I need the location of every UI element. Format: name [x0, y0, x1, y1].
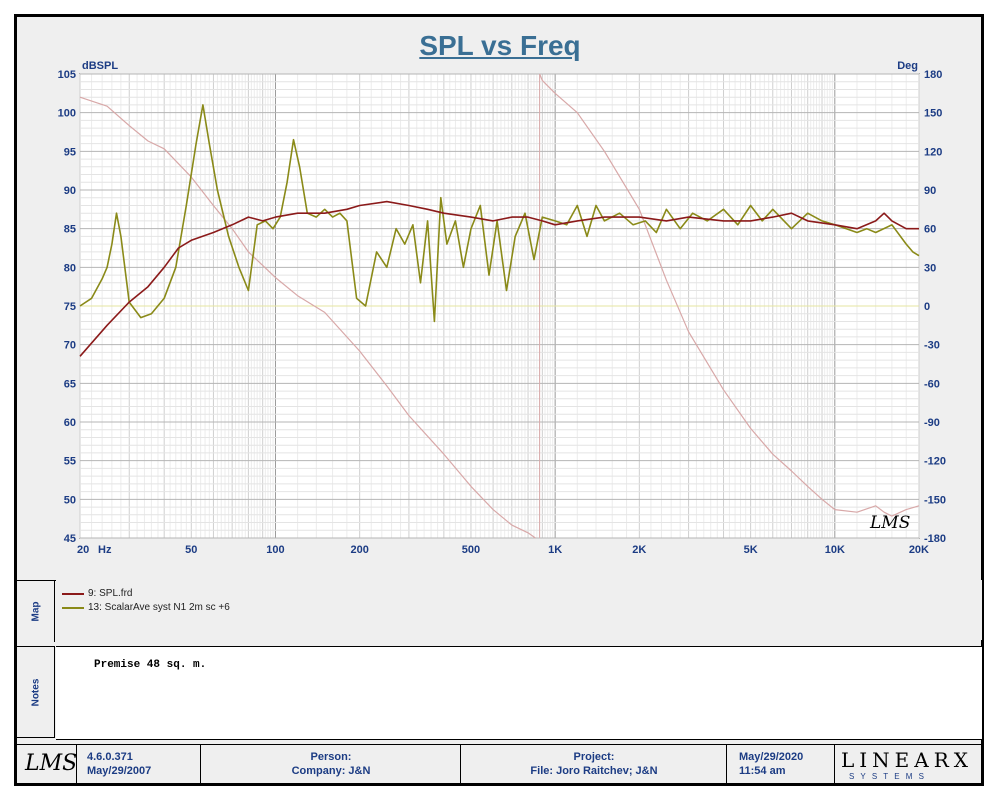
y-left-tick-label: 75	[64, 301, 76, 313]
notes-text: Premise 48 sq. m.	[94, 659, 207, 671]
notes-side-label: Notes	[17, 646, 55, 738]
y-right-tick-label: -150	[924, 494, 946, 506]
spl-series-line	[79, 200, 919, 357]
y-right-tick-label: 120	[924, 146, 942, 158]
y-left-tick-label: 80	[64, 262, 76, 274]
person-label: Person:	[310, 751, 352, 763]
legend-swatch	[62, 606, 84, 609]
y-left-tick-label: 70	[64, 340, 76, 352]
x-tick-label: 100	[266, 544, 284, 556]
legend-item-scalarave: 13: ScalarAve syst N1 2m sc +6	[62, 602, 230, 613]
y-right-tick-label: 150	[924, 108, 942, 120]
footer-logo-cell: LMS	[17, 745, 77, 784]
y-right-tick-label: 60	[924, 224, 936, 236]
footer: LMS 4.6.0.371 May/29/2007 Person: Compan…	[17, 744, 981, 785]
notes-panel: Premise 48 sq. m.	[56, 646, 982, 740]
y-right-tick-label: 30	[924, 262, 936, 274]
y-left-tick-label: 45	[64, 533, 76, 545]
notes-label-text: Notes	[29, 678, 41, 706]
y-left-axis-label: dBSPL	[82, 60, 118, 72]
legend-swatch	[62, 592, 84, 595]
chart-svg: 105 100 95 90 85 80 75 70 65 60 55 50 45 180 150 120 90 6…	[58, 60, 946, 556]
y-left-tick-label: 90	[64, 185, 76, 197]
x-tick-label: 1K	[548, 544, 562, 556]
y-left-tick-label: 85	[64, 224, 76, 236]
map-legend: 9: SPL.frd 13: ScalarAve syst N1 2m sc +…	[56, 580, 982, 640]
y-left-tick-label: 100	[58, 108, 76, 120]
version-date-text: May/29/2007	[87, 765, 152, 777]
footer-date-cell: May/29/2020 11:54 am	[727, 745, 835, 784]
y-left-tick-label: 105	[58, 69, 76, 81]
lms-logo: LMS	[25, 751, 78, 776]
lms-watermark: LMS	[869, 513, 910, 533]
y-left-tick-label: 65	[64, 378, 76, 390]
y-right-tick-label: -60	[924, 378, 940, 390]
map-label-text: Map	[30, 601, 41, 621]
phase-series-line	[79, 96, 536, 539]
map-side-label: Map	[17, 580, 55, 642]
y-left-tick-label: 95	[64, 146, 76, 158]
y-right-tick-label: -90	[924, 417, 940, 429]
chart-title: SPL vs Freq	[419, 30, 581, 61]
legend-item-spl: 9: SPL.frd	[62, 588, 132, 599]
legend-label: 9: SPL.frd	[88, 588, 133, 599]
x-tick-label: 2K	[632, 544, 646, 556]
footer-person-cell: Person: Company: J&N	[201, 745, 461, 784]
x-tick-label: 5K	[744, 544, 758, 556]
x-tick-label: 10K	[825, 544, 845, 556]
y-left-tick-label: 50	[64, 494, 76, 506]
date-text: May/29/2020	[739, 751, 804, 763]
x-tick-label: 20	[77, 544, 89, 556]
time-text: 11:54 am	[739, 765, 786, 777]
x-tick-label: 500	[462, 544, 480, 556]
legend-label: 13: ScalarAve syst N1 2m sc +6	[88, 602, 230, 613]
file-text: File: Joro Raitchev; J&N	[530, 765, 658, 777]
footer-project-cell: Project: File: Joro Raitchev; J&N	[461, 745, 727, 784]
systems-text: S Y S T E M S	[849, 772, 926, 781]
y-right-tick-label: 180	[924, 69, 942, 81]
x-tick-label: 50	[185, 544, 197, 556]
version-text: 4.6.0.371	[87, 751, 133, 763]
y-right-tick-label: -180	[924, 533, 946, 545]
phase-series-line	[539, 73, 920, 517]
y-right-tick-label: -30	[924, 340, 940, 352]
y-left-tick-label: 60	[64, 417, 76, 429]
footer-brand-cell: LINEARX S Y S T E M S	[835, 745, 981, 784]
x-unit-label: Hz	[98, 544, 112, 556]
y-right-tick-label: 90	[924, 185, 936, 197]
y-right-axis-label: Deg	[897, 60, 918, 72]
x-tick-label: 200	[350, 544, 368, 556]
linearx-logo: LINEARX	[841, 748, 974, 772]
x-tick-label: 20K	[909, 544, 929, 556]
y-left-tick-label: 55	[64, 456, 76, 468]
y-right-tick-label: -120	[924, 456, 946, 468]
scalarave-series-line	[79, 104, 920, 323]
footer-version-cell: 4.6.0.371 May/29/2007	[77, 745, 201, 784]
company-text: Company: J&N	[291, 765, 371, 777]
y-right-tick-label: 0	[924, 301, 930, 313]
project-label: Project:	[573, 751, 615, 763]
